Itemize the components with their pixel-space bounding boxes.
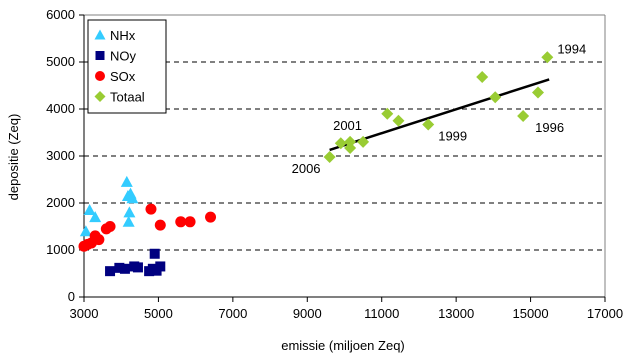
point-nhx [83,204,96,216]
point-sox [145,203,157,215]
point-totaal [541,51,554,64]
point-totaal [489,91,502,104]
legend-marker-totaal [94,91,106,102]
point-noy [149,248,160,259]
y-tick-label: 0 [68,289,75,304]
trendline [329,78,550,152]
annotation-label: 1999 [438,129,467,144]
point-sox [154,219,166,231]
point-totaal [357,135,370,148]
annotation-label: 1996 [535,120,564,135]
annotation-label: 2006 [292,161,321,176]
point-sox [93,234,105,246]
point-nhx [126,192,139,204]
x-tick-labels: 3000 5000 7000 9000 11000 13000 15000 17000 [70,306,624,321]
point-totaal [344,142,357,155]
legend-label-totaal: Totaal [110,90,145,105]
x-tick-label: 9000 [293,306,322,321]
series-noy [105,248,166,277]
point-totaal [392,114,405,127]
point-noy [105,266,116,277]
annotation-label: 2001 [333,118,362,133]
x-tick-label: 13000 [438,306,474,321]
y-tick-label: 1000 [46,242,75,257]
point-sox [205,211,217,223]
legend-marker-noy [95,51,105,60]
y-tick-label: 2000 [46,195,75,210]
annotations: 1994 2001 1999 1996 2006 [292,41,587,176]
point-sox [184,216,196,228]
x-tick-label: 7000 [218,306,247,321]
trendline-group [329,78,550,152]
legend-marker-nhx [94,29,106,40]
point-sox [104,221,116,232]
point-totaal [422,118,435,131]
x-axis-label: emissie (miljoen Zeq) [281,338,405,353]
y-tick-label: 5000 [46,54,75,69]
point-noy [114,262,125,273]
y-tick-labels: 0 1000 2000 3000 4000 5000 6000 [46,7,75,304]
point-totaal [323,150,336,163]
point-nhx [79,225,92,237]
point-totaal [476,71,489,84]
point-nhx [89,211,102,223]
x-tick-label: 15000 [512,306,548,321]
point-nhx [123,206,136,218]
y-tick-label: 3000 [46,148,75,163]
legend-label-sox: SOx [110,69,136,84]
x-tick-label: 3000 [70,306,99,321]
point-totaal [334,137,347,150]
point-totaal [532,86,545,99]
annotation-label: 1994 [557,41,586,56]
series-totaal [323,51,554,163]
point-totaal [381,107,394,120]
y-tick-label: 6000 [46,7,75,22]
point-totaal [517,110,530,123]
y-tick-label: 4000 [46,101,75,116]
point-sox [175,216,187,228]
point-nhx [120,175,133,187]
legend-label-nhx: NHx [110,28,136,43]
series-sox [78,203,217,252]
legend: NHx NOy SOx Totaal [87,19,167,114]
x-tick-label: 17000 [587,306,623,321]
data-points [78,51,554,277]
point-nhx [122,215,135,227]
series-nhx [79,175,139,237]
x-tick-label: 5000 [144,306,173,321]
legend-marker-sox [95,71,105,81]
axes [79,14,606,302]
x-tick-label: 11000 [364,306,399,321]
point-noy [155,261,166,272]
point-noy [132,262,143,273]
point-totaal [344,135,357,148]
legend-label-noy: NOy [110,49,137,64]
y-axis-label: depositie (Zeq) [6,114,21,201]
point-noy [119,263,130,274]
